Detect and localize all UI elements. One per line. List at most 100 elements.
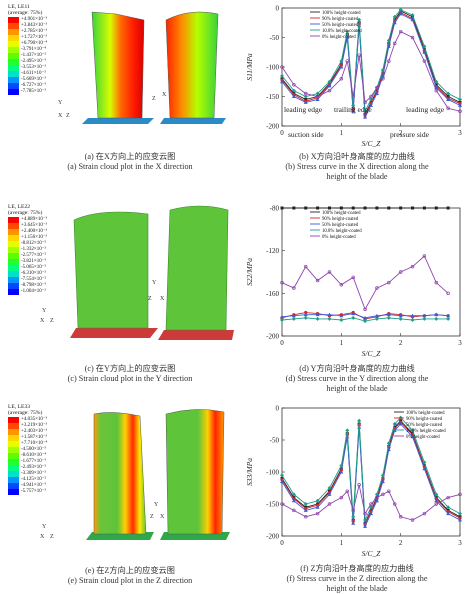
data-point bbox=[410, 434, 415, 439]
y-tick-label: -150 bbox=[266, 93, 279, 101]
data-point bbox=[291, 498, 296, 503]
color-swatch bbox=[8, 59, 19, 65]
data-point bbox=[291, 492, 296, 497]
legend-value: +7.710×10⁻⁴ bbox=[21, 441, 48, 446]
color-swatch bbox=[8, 35, 19, 41]
legend-value: -7.785×10⁻³ bbox=[21, 89, 46, 94]
svg-text:Z: Z bbox=[50, 534, 54, 540]
data-point bbox=[292, 206, 296, 210]
color-swatch bbox=[8, 265, 19, 271]
caption-e: (e) 在Z方向上的应变云图 (e) Strain cloud plot in … bbox=[30, 566, 230, 586]
data-point bbox=[386, 441, 391, 446]
color-swatch bbox=[8, 483, 19, 489]
data-point bbox=[339, 463, 344, 468]
color-swatch bbox=[8, 465, 19, 471]
caption-f-cn: (f) Z方向沿叶身高度的应力曲线 bbox=[300, 564, 414, 573]
data-point bbox=[316, 206, 320, 210]
color-swatch bbox=[8, 235, 19, 241]
data-point bbox=[422, 206, 426, 210]
data-point bbox=[351, 109, 356, 113]
data-point bbox=[434, 79, 439, 84]
data-point bbox=[410, 17, 415, 22]
svg-text:Z: Z bbox=[66, 113, 70, 119]
data-point bbox=[380, 479, 385, 484]
data-point bbox=[363, 518, 368, 522]
data-point bbox=[422, 460, 427, 465]
svg-text:X: X bbox=[160, 514, 165, 520]
data-point bbox=[339, 313, 344, 318]
data-point bbox=[458, 492, 462, 497]
data-point bbox=[363, 524, 368, 528]
legend-title: LE, LE11 bbox=[8, 4, 30, 10]
data-point bbox=[410, 428, 415, 433]
chart-panel-f: 0 1 2 3 0 -50 -100 -150 -200 S/C_Z S33/MPa 100% hei… bbox=[240, 400, 474, 594]
data-point bbox=[315, 278, 320, 283]
color-swatch bbox=[8, 435, 19, 441]
data-point bbox=[315, 97, 320, 101]
data-point bbox=[434, 498, 439, 503]
legend-value: +1.587×10⁻³ bbox=[21, 435, 48, 440]
stress-chart-y: 0 1 2 3 -80 -120 -160 -200 S/C_Z S22/MPa 100% heig… bbox=[245, 205, 462, 359]
data-point bbox=[303, 100, 308, 104]
legend-values: +4.035×10⁻³ +3.219×10⁻³ +2.403×10⁻³ +1.587×… bbox=[21, 417, 47, 495]
legend-entry: 0% height-coated bbox=[406, 435, 440, 440]
data-point bbox=[327, 492, 332, 496]
legend-value: -8.610×10⁻⁴ bbox=[21, 453, 47, 458]
data-point bbox=[434, 492, 439, 497]
y-tick-label: -150 bbox=[266, 501, 279, 509]
data-point bbox=[369, 511, 373, 516]
data-point bbox=[345, 29, 350, 34]
data-point bbox=[327, 79, 332, 84]
data-point bbox=[398, 270, 403, 274]
legend-value: -7.554×10⁻³ bbox=[21, 277, 46, 282]
data-point bbox=[369, 94, 373, 99]
data-point bbox=[280, 318, 284, 322]
legend-average: (average: 75%) bbox=[8, 10, 43, 16]
data-point bbox=[387, 206, 391, 210]
strain-plot-x: LE, LE11 (average: 75%) +4.901×10⁻³ +3.84… bbox=[0, 0, 240, 171]
x-tick-label: 0 bbox=[280, 339, 284, 347]
data-point bbox=[351, 103, 356, 108]
data-point bbox=[434, 206, 438, 210]
color-swatch bbox=[8, 429, 19, 435]
data-point bbox=[446, 505, 451, 510]
data-point bbox=[458, 511, 462, 516]
caption-f-en1: (f) Stress curve in the Z direction alon… bbox=[286, 574, 428, 583]
data-point bbox=[292, 82, 296, 87]
caption-b-en2: height of the blade bbox=[326, 172, 388, 181]
svg-text:X: X bbox=[160, 296, 165, 302]
legend-value: -6.310×10⁻³ bbox=[21, 271, 46, 276]
data-point bbox=[303, 515, 308, 519]
data-point bbox=[422, 313, 427, 318]
legend-value: -1.437×10⁻³ bbox=[21, 53, 46, 58]
data-point bbox=[339, 65, 344, 69]
x-tick-label: 0 bbox=[280, 129, 284, 137]
data-point bbox=[303, 312, 308, 317]
data-point bbox=[398, 515, 403, 519]
data-point bbox=[304, 97, 308, 101]
series-line bbox=[281, 30, 461, 112]
color-swatch bbox=[8, 283, 19, 289]
data-point bbox=[458, 103, 462, 107]
data-point bbox=[398, 316, 403, 321]
data-point bbox=[410, 35, 415, 40]
data-point bbox=[398, 7, 403, 12]
legend-value: +2.400×10⁻³ bbox=[21, 229, 48, 234]
color-scale-bar bbox=[8, 417, 19, 495]
caption-c-cn: (c) 在Y方向上的应变云图 bbox=[84, 364, 176, 373]
data-point bbox=[345, 59, 350, 63]
data-point bbox=[369, 502, 373, 506]
legend-average: (average: 75%) bbox=[8, 410, 43, 416]
data-point bbox=[375, 495, 379, 500]
data-point bbox=[327, 486, 332, 490]
data-point bbox=[446, 97, 451, 101]
data-point bbox=[315, 94, 320, 99]
color-swatch bbox=[8, 247, 19, 253]
x-tick-label: 2 bbox=[399, 129, 403, 137]
color-swatch bbox=[8, 477, 19, 483]
legend-value: +2.785×10⁻³ bbox=[21, 29, 48, 34]
data-point bbox=[280, 73, 284, 78]
color-swatch bbox=[8, 223, 19, 229]
data-point bbox=[411, 206, 415, 210]
